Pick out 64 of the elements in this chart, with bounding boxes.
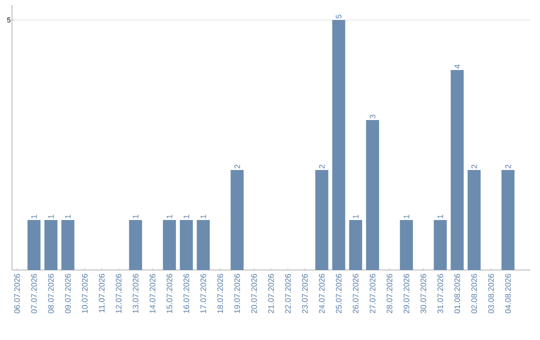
x-tick-label: 27.07.2026 — [370, 274, 376, 314]
x-tick-label: 11.07.2026 — [98, 274, 105, 312]
x-tick-label: 13.07.2026 — [132, 274, 138, 313]
x-tick-label: 25.07.2026 — [336, 274, 342, 314]
bar — [468, 170, 481, 270]
bar — [28, 220, 41, 270]
bar — [180, 220, 193, 270]
x-tick-label: 01.08.2026 — [454, 274, 460, 314]
data-label: 1 — [184, 214, 190, 218]
bar — [230, 170, 244, 270]
bar — [450, 70, 464, 270]
x-tick-label: 31.07.2026 — [437, 274, 444, 314]
data-label: 2 — [319, 164, 325, 168]
bar — [502, 170, 514, 270]
x-tick-label: 06.07.2026 — [14, 274, 20, 314]
data-label: 1 — [132, 214, 138, 218]
x-tick-label: 12.07.2026 — [116, 274, 122, 313]
data-label: 1 — [166, 214, 172, 218]
x-tick-label: 15.07.2026 — [166, 274, 172, 313]
x-tick-label: 02.08.2026 — [471, 274, 477, 314]
x-tick-label: 16.07.2026 — [184, 274, 190, 313]
x-tick-label: 21.07.2026 — [268, 274, 274, 314]
data-label: 1 — [352, 214, 358, 218]
bar — [44, 220, 58, 270]
data-label: 1 — [48, 214, 54, 218]
data-label: 5 — [336, 14, 342, 18]
data-label: 2 — [234, 164, 240, 168]
x-tick-label: 28.07.2026 — [386, 274, 392, 314]
x-tick-label: 23.07.2026 — [302, 274, 308, 314]
data-label: 1 — [404, 214, 410, 218]
bar — [434, 220, 447, 270]
data-label: 2 — [505, 164, 511, 168]
x-tick-label: 14.07.2026 — [150, 274, 156, 313]
x-tick-label: 24.07.2026 — [318, 274, 325, 314]
x-tick-label: 20.07.2026 — [251, 274, 257, 314]
bar — [61, 220, 74, 270]
bar — [315, 170, 328, 270]
x-tick-label: 30.07.2026 — [420, 274, 426, 314]
x-tick-label: 03.08.2026 — [488, 274, 494, 314]
x-tick-label: 09.07.2026 — [65, 274, 71, 314]
data-label: 4 — [454, 64, 460, 69]
x-tick-label: 08.07.2026 — [48, 274, 54, 314]
x-tick-label: 26.07.2026 — [352, 274, 358, 314]
data-label: 1 — [65, 214, 71, 218]
bar — [196, 220, 210, 270]
x-tick-label: 10.07.2026 — [82, 274, 88, 313]
x-tick-label: 04.08.2026 — [505, 274, 511, 314]
bar — [400, 220, 413, 270]
data-label: 1 — [31, 214, 37, 218]
x-tick-label: 18.07.2026 — [217, 274, 224, 313]
bar — [162, 220, 176, 270]
data-label: 3 — [370, 114, 376, 118]
data-label: 1 — [438, 214, 444, 218]
x-tick-label: 17.07.2026 — [200, 274, 206, 313]
bar — [349, 220, 362, 270]
x-tick-label: 22.07.2026 — [285, 274, 291, 314]
x-tick-label: 07.07.2026 — [31, 274, 37, 314]
x-tick-label: 19.07.2026 — [234, 274, 240, 313]
bar — [332, 20, 346, 270]
bar — [129, 220, 142, 270]
x-tick-label: 29.07.2026 — [404, 274, 410, 314]
bar — [366, 120, 380, 270]
data-label: 1 — [200, 214, 206, 218]
data-label: 2 — [471, 164, 477, 168]
